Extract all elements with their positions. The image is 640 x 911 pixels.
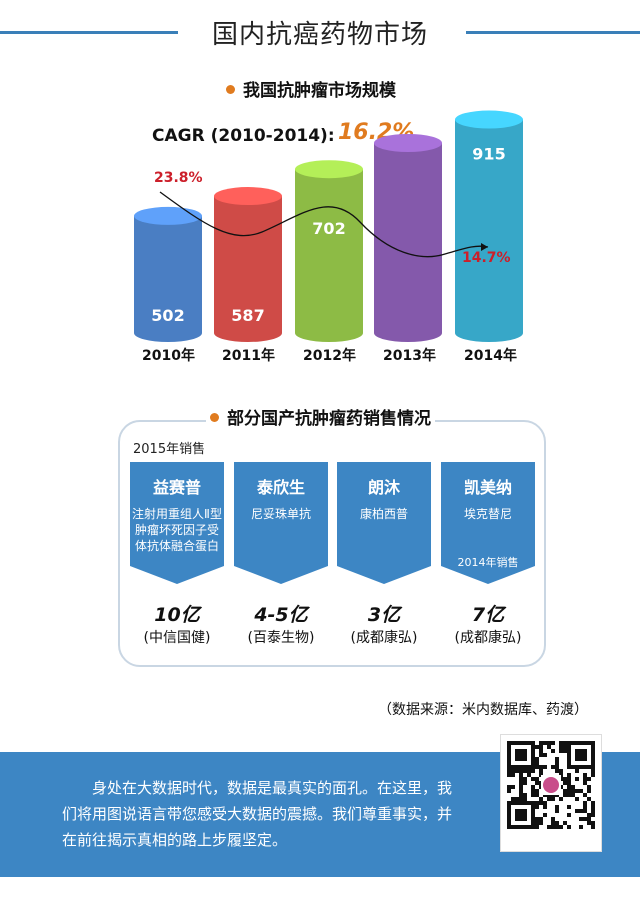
drug-sales-2: 4-5亿 <box>254 604 308 626</box>
bar-top-1 <box>214 187 282 206</box>
growth-trend-arrow <box>481 243 488 251</box>
drug-description: 尼妥珠单抗 <box>250 507 311 521</box>
drug-company-4: (成都康弘) <box>454 630 522 646</box>
bar-body-4 <box>455 119 523 342</box>
bar-value-label-1: 587 <box>231 306 264 325</box>
cagr-label: CAGR (2010-2014): <box>152 126 335 146</box>
bullet-dot <box>210 412 219 422</box>
drugs-section-label-overlay: 部分国产抗肿瘤药销售情况 <box>227 409 431 429</box>
sales-year-label: 2015年销售 <box>133 442 206 457</box>
drug-tile-4: 凯美纳 埃克替尼 2014年销售 <box>441 462 535 584</box>
header-rule-right <box>466 31 640 34</box>
bar-top-0 <box>134 206 202 225</box>
market-section-title: 我国抗肿瘤市场规模 <box>226 76 396 101</box>
growth-trend-line <box>159 191 489 258</box>
drug-sales-3: 3亿 <box>367 604 401 626</box>
drug-company-2: (百泰生物) <box>247 630 315 646</box>
bar-body-0 <box>134 215 202 342</box>
qr-code-image <box>501 735 601 851</box>
page-title: 国内抗癌药物市场 <box>211 20 428 50</box>
drug-name: 益赛普 <box>152 478 201 497</box>
bottom-band <box>0 877 640 911</box>
growth-label-last: 14.7% <box>462 250 511 266</box>
year-label-2012: 2012年 <box>303 348 356 364</box>
drug-tile-shape <box>337 462 431 584</box>
drug-name: 凯美纳 <box>463 478 512 497</box>
drugs-section-title-overlay: 部分国产抗肿瘤药销售情况 <box>206 404 435 429</box>
bar-value-label-2: 702 <box>312 219 345 238</box>
drug-description: 康柏西普 <box>359 507 408 521</box>
year-label-2014: 2014年 <box>464 348 517 364</box>
drug-tile-shape <box>441 462 535 584</box>
drug-company-3: (成都康弘) <box>350 630 418 646</box>
year-label-2011: 2011年 <box>222 348 275 364</box>
drug-name: 朗沐 <box>367 478 400 497</box>
qr-code[interactable] <box>500 734 602 852</box>
year-label-2013: 2013年 <box>383 348 436 364</box>
drug-tile-shape <box>130 462 224 584</box>
bar-value-label-0: 502 <box>151 306 184 325</box>
drug-sales-4: 7亿 <box>471 604 505 626</box>
drug-description: 注射用重组人Ⅱ型肿瘤坏死因子受体抗体融合蛋白 <box>132 507 222 553</box>
data-source-note: （数据来源：米内数据库、药渡） <box>378 702 588 718</box>
bar-top-4 <box>455 110 523 129</box>
drug-tile-1: 益赛普 注射用重组人Ⅱ型肿瘤坏死因子受体抗体融合蛋白 <box>130 462 224 584</box>
drug-company-1: (中信国健) <box>143 630 211 646</box>
growth-label-first: 23.8% <box>154 170 203 186</box>
drug-description: 埃克替尼 <box>463 507 512 521</box>
drug-tile-shape <box>234 462 328 584</box>
bar-body-2 <box>295 169 363 342</box>
market-section-label: 我国抗肿瘤市场规模 <box>243 81 396 101</box>
bar-body-1 <box>214 196 282 342</box>
bullet-dot <box>226 84 235 94</box>
drug-sales-1: 10亿 <box>154 604 200 626</box>
footer-text: 身处在大数据时代，数据是最真实的面孔。在这里，我们将用图说语言带您感受大数据的震… <box>62 779 453 849</box>
drug-tile-3: 朗沐 康柏西普 <box>337 462 431 584</box>
header-rule-left <box>0 31 178 34</box>
drug-note: 2014年销售 <box>457 556 519 569</box>
drug-tile-2: 泰欣生 尼妥珠单抗 <box>234 462 328 584</box>
bar-top-2 <box>295 160 363 179</box>
drug-name: 泰欣生 <box>256 478 305 497</box>
bar-top-3 <box>374 134 442 152</box>
year-label-2010: 2010年 <box>142 348 195 364</box>
market-size-chart: 502 587 702 915 <box>134 110 523 342</box>
bar-body-3 <box>374 143 442 342</box>
bar-value-label-4: 915 <box>472 145 505 164</box>
